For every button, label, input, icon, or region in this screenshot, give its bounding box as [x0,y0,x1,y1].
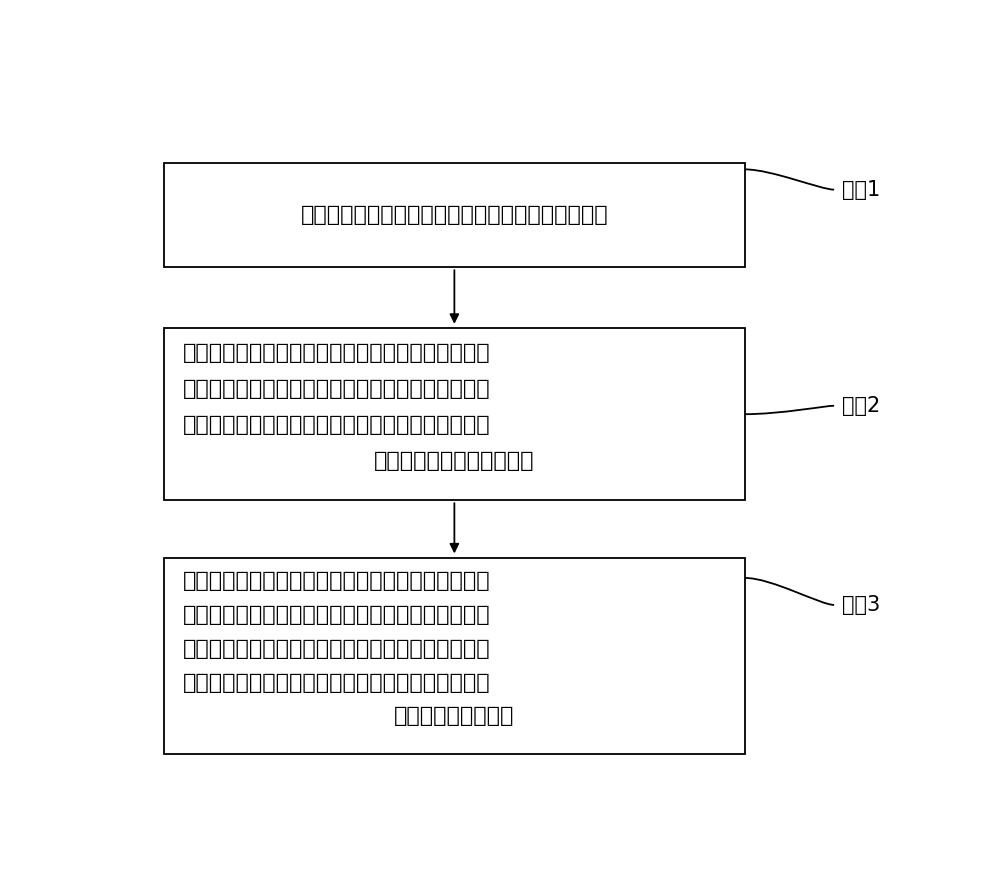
Text: 步骤1: 步骤1 [842,180,880,200]
Text: 步骤3: 步骤3 [842,595,880,615]
Text: 积神经网络进行训练，在训练过程中同时更新卷积神: 积神经网络进行训练，在训练过程中同时更新卷积神 [183,379,491,399]
Text: 器的信息熵大小排序，以及预设的剪枝比例对每一层: 器的信息熵大小排序，以及预设的剪枝比例对每一层 [183,605,491,625]
Text: 到训练完成的卷积神经网络: 到训练完成的卷积神经网络 [374,451,535,471]
Text: 步骤2: 步骤2 [842,396,880,416]
Bar [164,558,745,753]
Text: 经网络中每一层卷积层中每一个滤波器的信息熵，得: 经网络中每一层卷积层中每一个滤波器的信息熵，得 [183,415,491,435]
Text: 卷积层的滤波器进行剪枝处理，得到训练完成且压缩: 卷积层的滤波器进行剪枝处理，得到训练完成且压缩 [183,638,491,659]
Text: 根据神经元的睡眠与清醒机制，利用训练样本集对卷: 根据神经元的睡眠与清醒机制，利用训练样本集对卷 [183,343,491,363]
Bar [164,162,745,267]
Text: 好的压缩卷积神经网络，以利用该压缩卷积神经网络: 好的压缩卷积神经网络，以利用该压缩卷积神经网络 [183,673,491,693]
Bar [164,328,745,500]
Text: 对安检数据进行分类: 对安检数据进行分类 [394,706,515,726]
Text: 获取训练样本集以及未经训练的待压缩卷积神经网络: 获取训练样本集以及未经训练的待压缩卷积神经网络 [301,205,608,225]
Text: 根据训练完成的卷积神经网络中每一层卷积层的滤波: 根据训练完成的卷积神经网络中每一层卷积层的滤波 [183,571,491,591]
